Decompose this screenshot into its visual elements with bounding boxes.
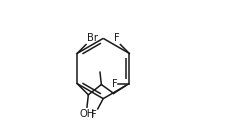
Text: OH: OH — [79, 109, 94, 119]
Text: Br: Br — [86, 33, 97, 43]
Text: F: F — [113, 33, 119, 43]
Text: F: F — [91, 110, 97, 120]
Text: F: F — [111, 79, 117, 89]
